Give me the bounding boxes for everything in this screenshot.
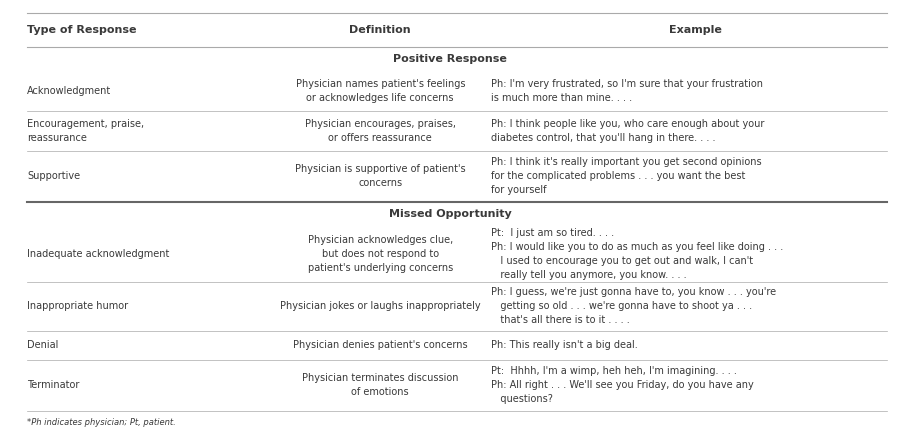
Text: Inappropriate humor: Inappropriate humor	[27, 301, 128, 311]
Text: Positive Response: Positive Response	[393, 54, 507, 64]
Text: Missed Opportunity: Missed Opportunity	[389, 209, 511, 219]
Text: *Ph indicates physician; Pt, patient.: *Ph indicates physician; Pt, patient.	[27, 418, 176, 428]
Text: Acknowledgment: Acknowledgment	[27, 86, 112, 96]
Text: Pt:  Hhhh, I'm a wimp, heh heh, I'm imagining. . . .
Ph: All right . . . We'll s: Pt: Hhhh, I'm a wimp, heh heh, I'm imagi…	[491, 366, 753, 404]
Text: Physician terminates discussion
of emotions: Physician terminates discussion of emoti…	[302, 373, 458, 397]
Text: Physician jokes or laughs inappropriately: Physician jokes or laughs inappropriatel…	[280, 301, 481, 311]
Text: Terminator: Terminator	[27, 380, 79, 390]
Text: Ph: I guess, we're just gonna have to, you know . . . you're
   getting so old .: Ph: I guess, we're just gonna have to, y…	[491, 287, 776, 325]
Text: Physician acknowledges clue,
but does not respond to
patient's underlying concer: Physician acknowledges clue, but does no…	[308, 235, 453, 273]
Text: Supportive: Supportive	[27, 171, 80, 182]
Text: Example: Example	[669, 25, 722, 35]
Text: Definition: Definition	[349, 25, 411, 35]
Text: Inadequate acknowledgment: Inadequate acknowledgment	[27, 249, 169, 259]
Text: Physician names patient's feelings
or acknowledges life concerns: Physician names patient's feelings or ac…	[295, 79, 465, 103]
Text: Ph: I'm very frustrated, so I'm sure that your frustration
is much more than min: Ph: I'm very frustrated, so I'm sure tha…	[491, 79, 762, 103]
Text: Ph: I think it's really important you get second opinions
for the complicated pr: Ph: I think it's really important you ge…	[491, 158, 761, 195]
Text: Physician is supportive of patient's
concerns: Physician is supportive of patient's con…	[295, 164, 465, 189]
Text: Pt:  I just am so tired. . . .
Ph: I would like you to do as much as you feel li: Pt: I just am so tired. . . . Ph: I woul…	[491, 228, 783, 280]
Text: Type of Response: Type of Response	[27, 25, 137, 35]
Text: Physician encourages, praises,
or offers reassurance: Physician encourages, praises, or offers…	[305, 119, 455, 143]
Text: Ph: I think people like you, who care enough about your
diabetes control, that y: Ph: I think people like you, who care en…	[491, 119, 764, 143]
Text: Ph: This really isn't a big deal.: Ph: This really isn't a big deal.	[491, 340, 637, 350]
Text: Physician denies patient's concerns: Physician denies patient's concerns	[292, 340, 468, 350]
Text: Encouragement, praise,
reassurance: Encouragement, praise, reassurance	[27, 119, 144, 143]
Text: Denial: Denial	[27, 340, 58, 350]
